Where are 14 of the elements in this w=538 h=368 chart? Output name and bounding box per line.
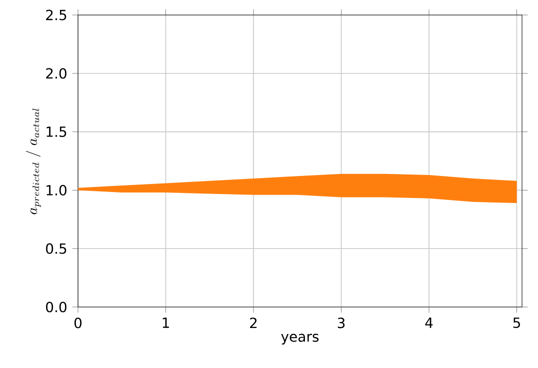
y-tick-label: 1.0 [46,184,66,196]
x-tick-label: 5 [513,318,520,328]
y-tick-label: 1.5 [46,126,66,137]
y-tick-label: 0.5 [46,243,66,254]
x-tick-label: 1 [162,318,169,328]
x-tick-label: 3 [338,318,345,328]
y-tick-label: 2.0 [46,68,66,79]
x-tick-label: 2 [250,318,257,328]
x-tick-label: 4 [425,318,433,328]
y-tick-label: 0.0 [46,302,66,312]
x-tick-label: 0 [74,318,82,328]
y-tick-label: 2.5 [46,10,66,20]
x-axis-title: years [281,334,319,345]
y-axis-title: $a_{predicted}\ /\ a_{actual}$ [26,108,41,214]
